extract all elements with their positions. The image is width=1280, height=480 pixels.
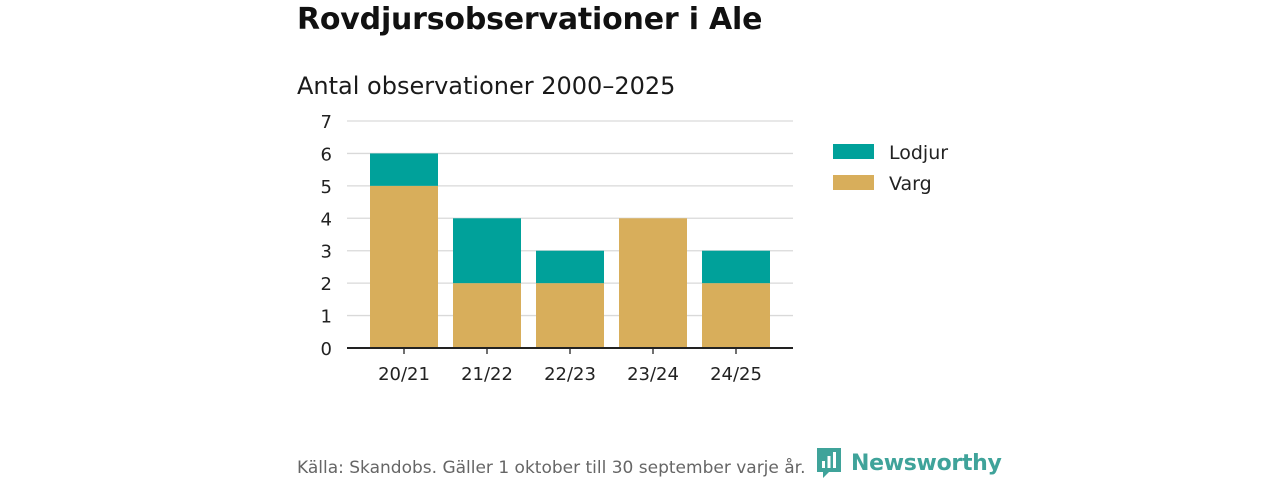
chart-subtitle: Antal observationer 2000–2025 <box>297 72 676 100</box>
y-tick-label: 2 <box>321 274 332 295</box>
chart-title: Rovdjursobservationer i Ale <box>297 2 763 37</box>
bar-varg <box>619 218 687 348</box>
bar-varg <box>702 283 770 348</box>
bar-lodjur <box>702 250 770 284</box>
x-tick-label: 22/23 <box>544 364 596 385</box>
source-note: Källa: Skandobs. Gäller 1 oktober till 3… <box>297 458 806 478</box>
y-tick-label: 4 <box>321 209 332 230</box>
bar-lodjur <box>370 153 438 186</box>
x-tick-label: 21/22 <box>461 364 513 385</box>
bar-lodjur <box>453 218 521 284</box>
y-tick-label: 3 <box>321 242 332 263</box>
legend-swatch-varg <box>833 175 874 190</box>
y-tick-label: 0 <box>321 339 332 360</box>
legend-swatch-lodjur <box>833 144 874 159</box>
bar-varg <box>536 283 604 348</box>
y-tick-label: 5 <box>321 177 332 198</box>
legend-label-lodjur: Lodjur <box>889 142 948 164</box>
legend-label-varg: Varg <box>889 173 932 195</box>
y-tick-label: 7 <box>321 112 332 133</box>
y-tick-label: 1 <box>321 307 332 328</box>
newsworthy-logo-icon <box>817 448 841 478</box>
axes: 0 1 2 3 4 5 6 7 20/21 21/22 22/23 23/24 24/25 <box>321 112 793 385</box>
bar-varg <box>453 283 521 348</box>
bar-varg <box>370 185 438 348</box>
brand-name: Newsworthy <box>851 450 1002 476</box>
x-tick-label: 20/21 <box>378 364 430 385</box>
bar-lodjur <box>536 250 604 284</box>
legend: Lodjur Varg <box>833 142 948 195</box>
bars <box>370 153 770 348</box>
x-tick-label: 23/24 <box>627 364 679 385</box>
x-tick-label: 24/25 <box>710 364 762 385</box>
brand-logo: Newsworthy <box>815 446 1002 480</box>
y-tick-label: 6 <box>321 144 332 165</box>
